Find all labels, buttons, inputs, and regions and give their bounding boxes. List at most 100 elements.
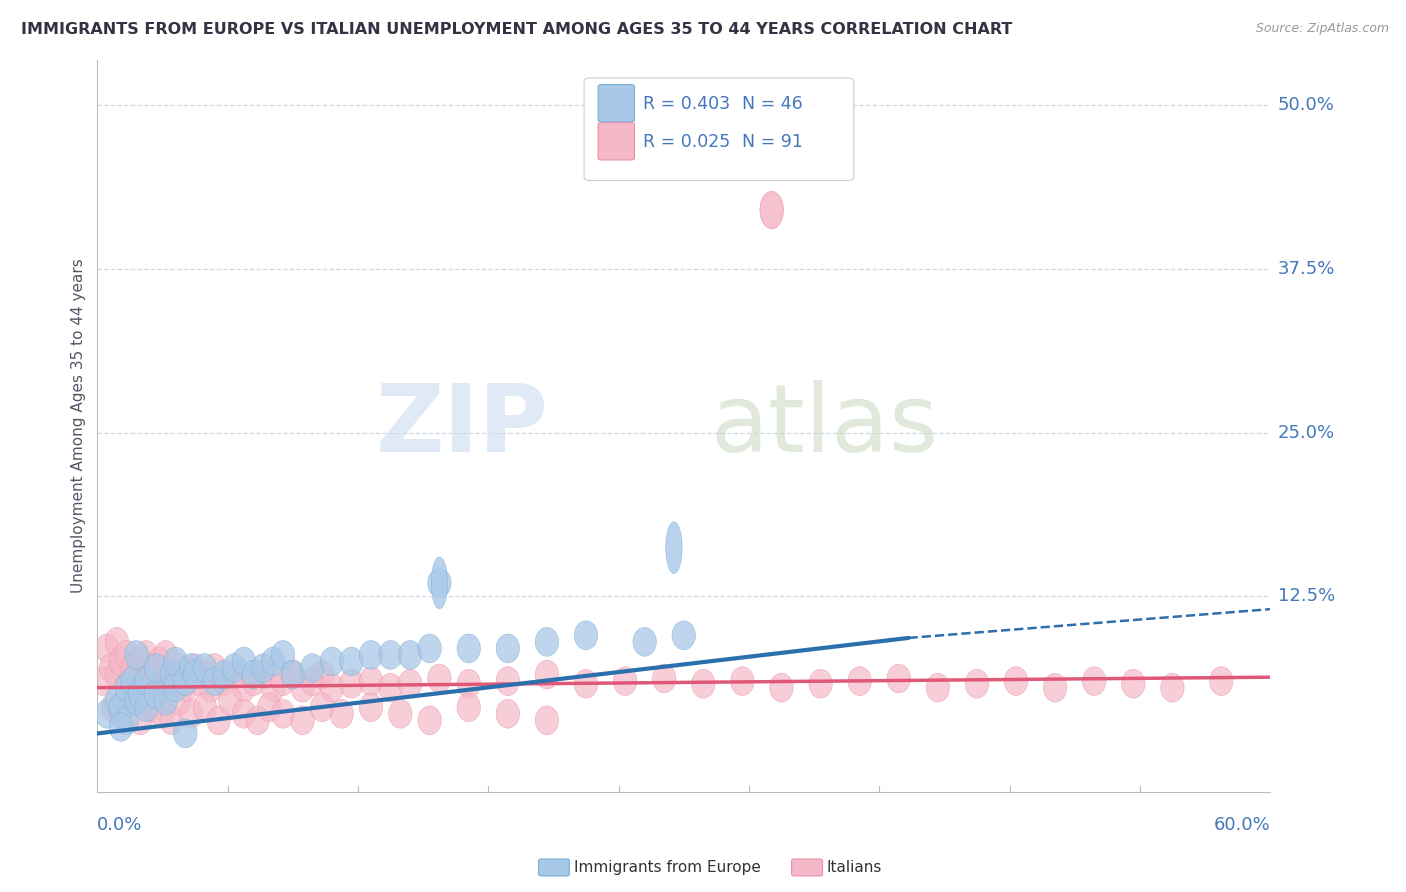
Ellipse shape <box>125 686 148 715</box>
Ellipse shape <box>246 706 270 735</box>
Ellipse shape <box>128 706 152 735</box>
Ellipse shape <box>180 660 202 689</box>
Ellipse shape <box>180 654 202 682</box>
Ellipse shape <box>242 660 266 689</box>
Ellipse shape <box>232 699 256 728</box>
Ellipse shape <box>1161 673 1184 702</box>
Ellipse shape <box>125 660 148 689</box>
Text: N = 91: N = 91 <box>742 133 803 151</box>
Text: 25.0%: 25.0% <box>1278 424 1336 442</box>
Ellipse shape <box>271 640 295 669</box>
Ellipse shape <box>321 673 343 702</box>
Ellipse shape <box>311 693 333 722</box>
Ellipse shape <box>155 640 177 669</box>
Ellipse shape <box>200 673 222 702</box>
Ellipse shape <box>145 654 167 682</box>
Ellipse shape <box>457 669 481 698</box>
Text: IMMIGRANTS FROM EUROPE VS ITALIAN UNEMPLOYMENT AMONG AGES 35 TO 44 YEARS CORRELA: IMMIGRANTS FROM EUROPE VS ITALIAN UNEMPL… <box>21 22 1012 37</box>
Ellipse shape <box>100 654 122 682</box>
Ellipse shape <box>232 673 256 702</box>
Ellipse shape <box>105 686 128 715</box>
Ellipse shape <box>1043 673 1067 702</box>
Ellipse shape <box>173 719 197 747</box>
Ellipse shape <box>145 654 167 682</box>
Ellipse shape <box>202 654 226 682</box>
Ellipse shape <box>927 673 949 702</box>
Ellipse shape <box>281 660 305 689</box>
Ellipse shape <box>360 640 382 669</box>
Text: R = 0.025: R = 0.025 <box>643 133 730 151</box>
Ellipse shape <box>666 522 682 574</box>
FancyBboxPatch shape <box>583 78 853 180</box>
Ellipse shape <box>232 647 256 676</box>
Ellipse shape <box>202 666 226 696</box>
Ellipse shape <box>388 699 412 728</box>
Ellipse shape <box>135 666 157 696</box>
Ellipse shape <box>212 660 236 689</box>
Ellipse shape <box>110 647 132 676</box>
Ellipse shape <box>496 666 520 696</box>
Ellipse shape <box>160 706 183 735</box>
Ellipse shape <box>360 666 382 696</box>
Ellipse shape <box>848 666 872 696</box>
Ellipse shape <box>212 666 236 696</box>
Ellipse shape <box>808 669 832 698</box>
Ellipse shape <box>110 699 132 728</box>
Ellipse shape <box>536 660 558 689</box>
Ellipse shape <box>1004 666 1028 696</box>
Ellipse shape <box>96 699 120 728</box>
Ellipse shape <box>340 647 363 676</box>
Ellipse shape <box>173 673 197 702</box>
Ellipse shape <box>160 660 183 689</box>
Ellipse shape <box>262 673 285 702</box>
Ellipse shape <box>271 666 295 696</box>
Ellipse shape <box>536 627 558 657</box>
Ellipse shape <box>291 706 315 735</box>
Ellipse shape <box>427 568 451 598</box>
Ellipse shape <box>378 673 402 702</box>
Ellipse shape <box>418 634 441 663</box>
Ellipse shape <box>187 666 211 696</box>
Ellipse shape <box>173 666 197 696</box>
Ellipse shape <box>340 669 363 698</box>
Ellipse shape <box>457 634 481 663</box>
Text: N = 46: N = 46 <box>742 95 803 112</box>
Text: Immigrants from Europe: Immigrants from Europe <box>574 860 761 874</box>
Text: R = 0.403: R = 0.403 <box>643 95 730 112</box>
Ellipse shape <box>145 680 167 708</box>
Ellipse shape <box>257 693 281 722</box>
Ellipse shape <box>262 647 285 676</box>
Ellipse shape <box>218 686 242 715</box>
Ellipse shape <box>965 669 988 698</box>
Text: 12.5%: 12.5% <box>1278 587 1336 605</box>
Ellipse shape <box>496 699 520 728</box>
Ellipse shape <box>148 647 172 676</box>
Ellipse shape <box>769 673 793 702</box>
Ellipse shape <box>271 699 295 728</box>
Ellipse shape <box>183 660 207 689</box>
Ellipse shape <box>121 654 145 682</box>
Ellipse shape <box>574 669 598 698</box>
Ellipse shape <box>167 686 191 715</box>
Ellipse shape <box>633 627 657 657</box>
Ellipse shape <box>128 647 152 676</box>
Ellipse shape <box>1122 669 1144 698</box>
Ellipse shape <box>281 660 305 689</box>
Ellipse shape <box>121 686 145 715</box>
Ellipse shape <box>301 666 325 696</box>
Ellipse shape <box>193 660 217 689</box>
Ellipse shape <box>135 640 157 669</box>
Ellipse shape <box>105 660 128 689</box>
Ellipse shape <box>536 706 558 735</box>
Ellipse shape <box>222 654 246 682</box>
Text: 37.5%: 37.5% <box>1278 260 1336 278</box>
Ellipse shape <box>121 666 145 696</box>
Ellipse shape <box>141 660 165 689</box>
Ellipse shape <box>731 666 754 696</box>
Ellipse shape <box>252 660 276 689</box>
Ellipse shape <box>101 693 125 722</box>
Y-axis label: Unemployment Among Ages 35 to 44 years: Unemployment Among Ages 35 to 44 years <box>72 259 86 593</box>
Ellipse shape <box>1209 666 1233 696</box>
Ellipse shape <box>125 640 148 669</box>
Ellipse shape <box>150 699 173 728</box>
